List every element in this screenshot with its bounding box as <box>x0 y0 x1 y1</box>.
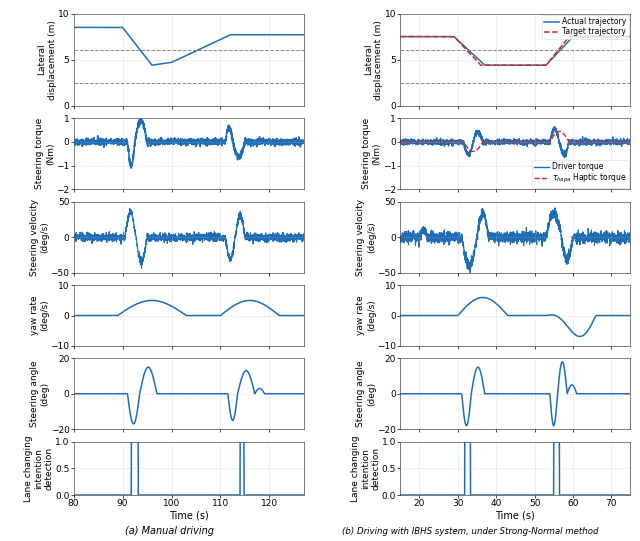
Line: Actual trajectory: Actual trajectory <box>400 37 630 65</box>
Driver torque <box>578 138 586 145</box>
Driver torque <box>620 140 628 147</box>
Actual trajectory <box>508 62 516 68</box>
$\tau_{hapa}$ Haptic torque <box>502 138 510 145</box>
Target trajectory <box>578 34 586 40</box>
Y-axis label: yaw rate
(deg/s): yaw rate (deg/s) <box>356 296 376 335</box>
Target trajectory <box>508 62 516 68</box>
Y-axis label: Lateral
displacement (m): Lateral displacement (m) <box>37 19 56 100</box>
Target trajectory <box>620 34 628 40</box>
Actual trajectory <box>578 34 586 40</box>
$\tau_{hapa}$ Haptic torque <box>620 138 628 145</box>
Y-axis label: Lane changing
intention
detection: Lane changing intention detection <box>351 435 380 502</box>
Target trajectory <box>396 34 404 40</box>
Text: (a) Manual driving: (a) Manual driving <box>125 526 214 536</box>
Y-axis label: Steering angle
(deg): Steering angle (deg) <box>356 360 376 427</box>
X-axis label: Time (s): Time (s) <box>169 511 209 521</box>
Legend: Driver torque, $\tau_{hapa}$ Haptic torque: Driver torque, $\tau_{hapa}$ Haptic torq… <box>532 160 629 188</box>
Y-axis label: Steering angle
(deg): Steering angle (deg) <box>30 360 49 427</box>
Actual trajectory <box>408 34 416 40</box>
Driver torque <box>408 138 416 144</box>
$\tau_{hapa}$ Haptic torque <box>469 148 477 155</box>
$\tau_{hapa}$ Haptic torque <box>408 138 416 145</box>
Driver torque <box>620 138 628 144</box>
Y-axis label: Steering torque
(Nm): Steering torque (Nm) <box>362 118 381 189</box>
Y-axis label: Steering velocity
(deg/s): Steering velocity (deg/s) <box>29 199 49 276</box>
Line: Driver torque: Driver torque <box>400 127 630 158</box>
Y-axis label: Lateral
displacement (m): Lateral displacement (m) <box>364 19 383 100</box>
$\tau_{hapa}$ Haptic torque <box>556 128 563 135</box>
$\tau_{hapa}$ Haptic torque <box>578 138 586 145</box>
Actual trajectory <box>627 34 634 40</box>
Y-axis label: Steering torque
(Nm): Steering torque (Nm) <box>35 118 55 189</box>
$\tau_{hapa}$ Haptic torque <box>620 138 628 145</box>
Actual trajectory <box>481 62 488 68</box>
$\tau_{hapa}$ Haptic torque <box>627 138 634 145</box>
$\tau_{hapa}$ Haptic torque <box>396 138 404 145</box>
Y-axis label: yaw rate
(deg/s): yaw rate (deg/s) <box>29 296 49 335</box>
Driver torque <box>396 136 404 143</box>
Target trajectory <box>502 62 510 68</box>
Text: (b) Driving with IBHS system, under Strong-Normal method: (b) Driving with IBHS system, under Stro… <box>342 527 598 536</box>
Target trajectory <box>408 34 416 40</box>
Actual trajectory <box>396 34 404 40</box>
Target trajectory <box>477 62 484 68</box>
Y-axis label: Lane changing
intention
detection: Lane changing intention detection <box>24 435 54 502</box>
Line: Target trajectory: Target trajectory <box>400 37 630 65</box>
Driver torque <box>508 139 516 146</box>
Driver torque <box>502 139 510 146</box>
Driver torque <box>551 124 559 130</box>
Driver torque <box>627 139 634 146</box>
Actual trajectory <box>502 62 510 68</box>
Y-axis label: Steering velocity
(deg/s): Steering velocity (deg/s) <box>356 199 376 276</box>
$\tau_{hapa}$ Haptic torque <box>508 138 516 145</box>
Line: $\tau_{hapa}$ Haptic torque: $\tau_{hapa}$ Haptic torque <box>400 131 630 151</box>
Target trajectory <box>627 34 634 40</box>
Target trajectory <box>620 34 628 40</box>
Actual trajectory <box>620 34 628 40</box>
Legend: Actual trajectory, Target trajectory: Actual trajectory, Target trajectory <box>541 15 629 39</box>
Driver torque <box>561 155 568 161</box>
X-axis label: Time (s): Time (s) <box>495 511 535 521</box>
Actual trajectory <box>620 34 628 40</box>
